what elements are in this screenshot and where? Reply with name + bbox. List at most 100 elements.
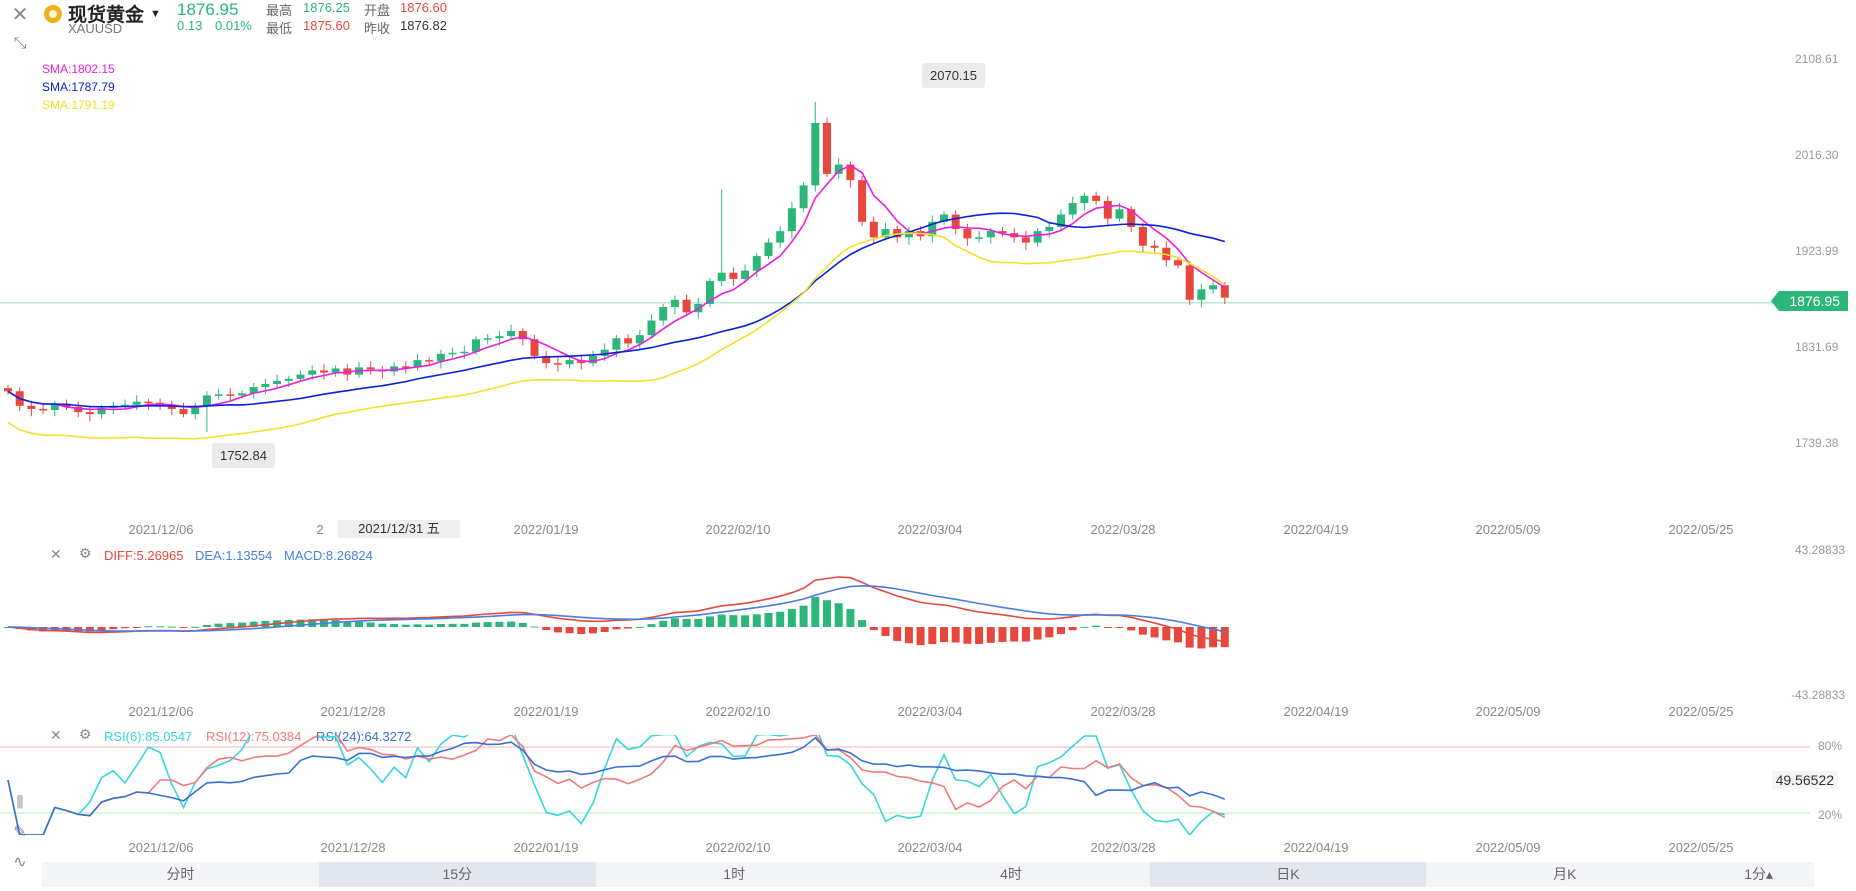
timeframe-tab[interactable]: 15分	[318, 862, 596, 887]
timeframe-tab[interactable]: 日K	[1149, 862, 1427, 887]
candle-body	[635, 335, 644, 344]
macd-bar	[366, 622, 375, 627]
candle-body	[659, 307, 668, 321]
macd-date: 2022/05/09	[1475, 704, 1541, 719]
macd-bar	[249, 621, 258, 627]
macd-bar	[717, 614, 726, 627]
macd-bar	[308, 619, 317, 627]
candle-body	[249, 387, 258, 394]
macd-bar	[1185, 627, 1194, 648]
macd-diff: DIFF:5.26965	[104, 548, 184, 563]
instrument-symbol: XAUUSD	[68, 21, 123, 36]
timeframe-tab[interactable]: 月K	[1553, 866, 1577, 882]
timeframe-tab[interactable]: 4时	[1000, 866, 1022, 882]
macd-value: MACD:8.26824	[284, 548, 373, 563]
candle-body	[507, 330, 516, 337]
collapse-icon[interactable]: ⤡	[13, 35, 27, 52]
macd-bar	[507, 621, 516, 627]
open-value: 1876.60	[400, 0, 447, 15]
macd-bar	[296, 619, 305, 627]
macd-diff-line	[7, 576, 1225, 643]
macd-settings-icon[interactable]: ⚙	[79, 545, 92, 561]
candle-body	[1127, 209, 1136, 227]
macd-bar	[1092, 625, 1101, 627]
macd-bar	[284, 620, 293, 627]
gold-coin-icon	[44, 4, 62, 23]
timeframe-tab[interactable]: 1分▴	[1744, 866, 1774, 882]
prevclose-value: 1876.82	[400, 18, 447, 33]
candle-body	[1138, 226, 1147, 246]
macd-close-icon[interactable]: ✕	[50, 546, 62, 562]
candle-body	[390, 366, 399, 372]
macd-bar	[670, 618, 679, 627]
rsi-date: 2022/01/19	[513, 840, 579, 855]
macd-bar	[1033, 627, 1042, 640]
rsi-chart[interactable]	[0, 735, 1856, 835]
macd-bar	[1220, 627, 1229, 648]
candle-body	[986, 231, 995, 238]
candle-body	[682, 299, 691, 313]
macd-bar	[495, 621, 504, 627]
timeframe-tab[interactable]: 分时	[166, 866, 195, 882]
candlestick-chart[interactable]	[0, 0, 1856, 520]
candle-body	[776, 231, 785, 243]
candlestick-icon[interactable]: ⫼	[16, 793, 24, 811]
candle-body	[1103, 200, 1112, 219]
candle-body	[940, 214, 948, 222]
candle-body	[413, 360, 422, 368]
timeframe-tab[interactable]: 1时	[723, 866, 746, 882]
macd-bar	[530, 626, 539, 628]
rsi-settings-icon[interactable]: ⚙	[79, 726, 92, 742]
candle-body	[998, 231, 1007, 234]
candle-body	[518, 330, 527, 340]
crosshair-date: 2021/12/31 五	[338, 520, 460, 538]
macd-bar	[460, 623, 469, 627]
macd-date: 2022/01/19	[513, 704, 579, 719]
close-icon[interactable]: ✕	[11, 3, 29, 26]
macd-bar	[577, 627, 586, 635]
macd-bar	[846, 609, 855, 627]
candle-body	[261, 383, 270, 388]
candle-body	[869, 221, 878, 238]
low-tooltip: 1752.84	[212, 443, 275, 468]
candle-body	[963, 229, 972, 239]
macd-bar	[1209, 627, 1218, 648]
macd-bar	[518, 622, 527, 627]
candle-body	[893, 229, 902, 238]
candle-body	[858, 180, 867, 222]
candle-body	[284, 378, 293, 381]
macd-bar	[226, 623, 235, 627]
rsi-close-icon[interactable]: ✕	[50, 727, 62, 743]
candle-body	[425, 360, 434, 362]
macd-date: 2022/02/10	[705, 704, 771, 719]
macd-bar	[390, 624, 399, 627]
candle-body	[717, 272, 726, 282]
macd-bar	[542, 627, 551, 630]
main-axis-tick: 1923.99	[1795, 244, 1839, 258]
candle-body	[1115, 209, 1124, 219]
candle-body	[553, 363, 562, 365]
indicator-icon[interactable]: ∿	[13, 854, 27, 871]
candle-body	[647, 320, 656, 336]
macd-bar	[214, 623, 223, 627]
candle-body	[1068, 203, 1077, 215]
candle-body	[4, 388, 12, 392]
macd-bar	[97, 627, 106, 631]
macd-bar	[144, 626, 153, 628]
macd-bar	[85, 627, 94, 632]
candle-body	[741, 270, 750, 279]
candle-body	[846, 164, 855, 181]
candle-body	[472, 339, 480, 352]
macd-bar	[1057, 627, 1065, 634]
macd-bar	[1127, 627, 1136, 631]
macd-chart[interactable]	[0, 560, 1856, 700]
candle-body	[366, 367, 375, 370]
pen-icon[interactable]: ✎	[13, 824, 27, 841]
macd-bar	[764, 613, 773, 627]
macd-bar	[343, 621, 352, 627]
instrument-selector[interactable]: 现货黄金 ▼	[44, 0, 161, 27]
current-price: 1876.95	[177, 0, 239, 19]
main-date: 2021/12/06	[128, 522, 194, 537]
rsi-current-tag: 49.56522	[1771, 771, 1838, 789]
macd-bar	[121, 627, 129, 629]
